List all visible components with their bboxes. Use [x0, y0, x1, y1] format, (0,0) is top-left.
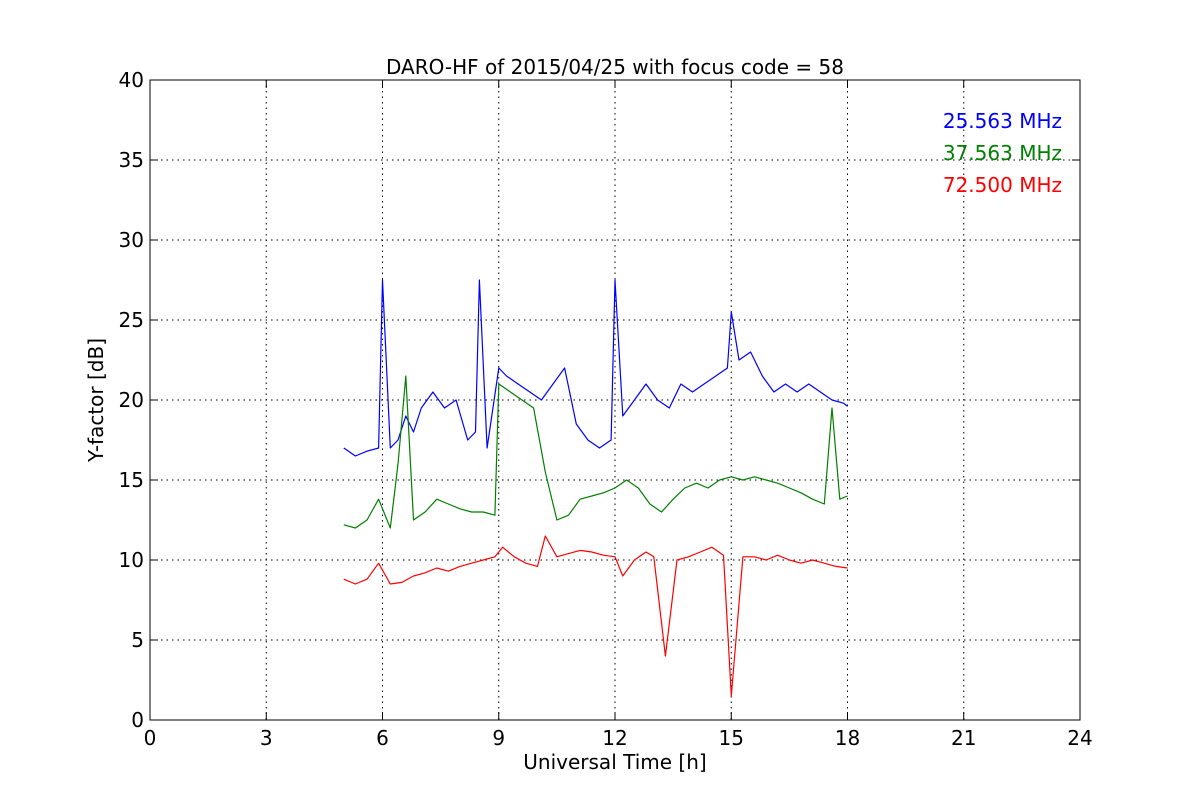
x-tick-label: 12 [602, 726, 627, 750]
series-line-1 [343, 375, 848, 529]
y-tick-label: 20 [119, 388, 144, 412]
y-axis-title: Y-factor [dB] [84, 338, 108, 463]
x-axis-title: Universal Time [h] [523, 750, 706, 774]
y-tick-label: 30 [119, 228, 144, 252]
legend-item: 72.500 MHz [943, 173, 1062, 197]
plot-series [343, 279, 848, 697]
y-tick-label: 25 [119, 308, 144, 332]
legend-item: 37.563 MHz [943, 141, 1062, 165]
chart-title: DARO-HF of 2015/04/25 with focus code = … [386, 55, 844, 79]
series-line-0 [343, 279, 848, 457]
x-tick-label: 6 [376, 726, 389, 750]
x-tick-label: 18 [835, 726, 860, 750]
y-tick-label: 35 [119, 148, 144, 172]
x-tick-labels: 0 3 6 9 12 15 18 21 24 [144, 726, 1093, 750]
y-tick-label: 10 [119, 548, 144, 572]
y-tick-label: 5 [131, 628, 144, 652]
series-line-2 [343, 535, 848, 697]
y-tick-label: 40 [119, 68, 144, 92]
legend: 25.563 MHz 37.563 MHz 72.500 MHz [943, 109, 1062, 197]
y-tick-label: 0 [131, 708, 144, 732]
axis-ticks [149, 79, 1081, 721]
y-tick-label: 15 [119, 468, 144, 492]
legend-item: 25.563 MHz [943, 109, 1062, 133]
x-tick-label: 24 [1067, 726, 1092, 750]
x-tick-label: 9 [492, 726, 505, 750]
x-tick-label: 15 [719, 726, 744, 750]
x-tick-label: 21 [951, 726, 976, 750]
x-tick-label: 0 [144, 726, 157, 750]
x-tick-label: 3 [260, 726, 273, 750]
y-tick-labels: 0 5 10 15 20 25 30 35 40 [119, 68, 144, 732]
